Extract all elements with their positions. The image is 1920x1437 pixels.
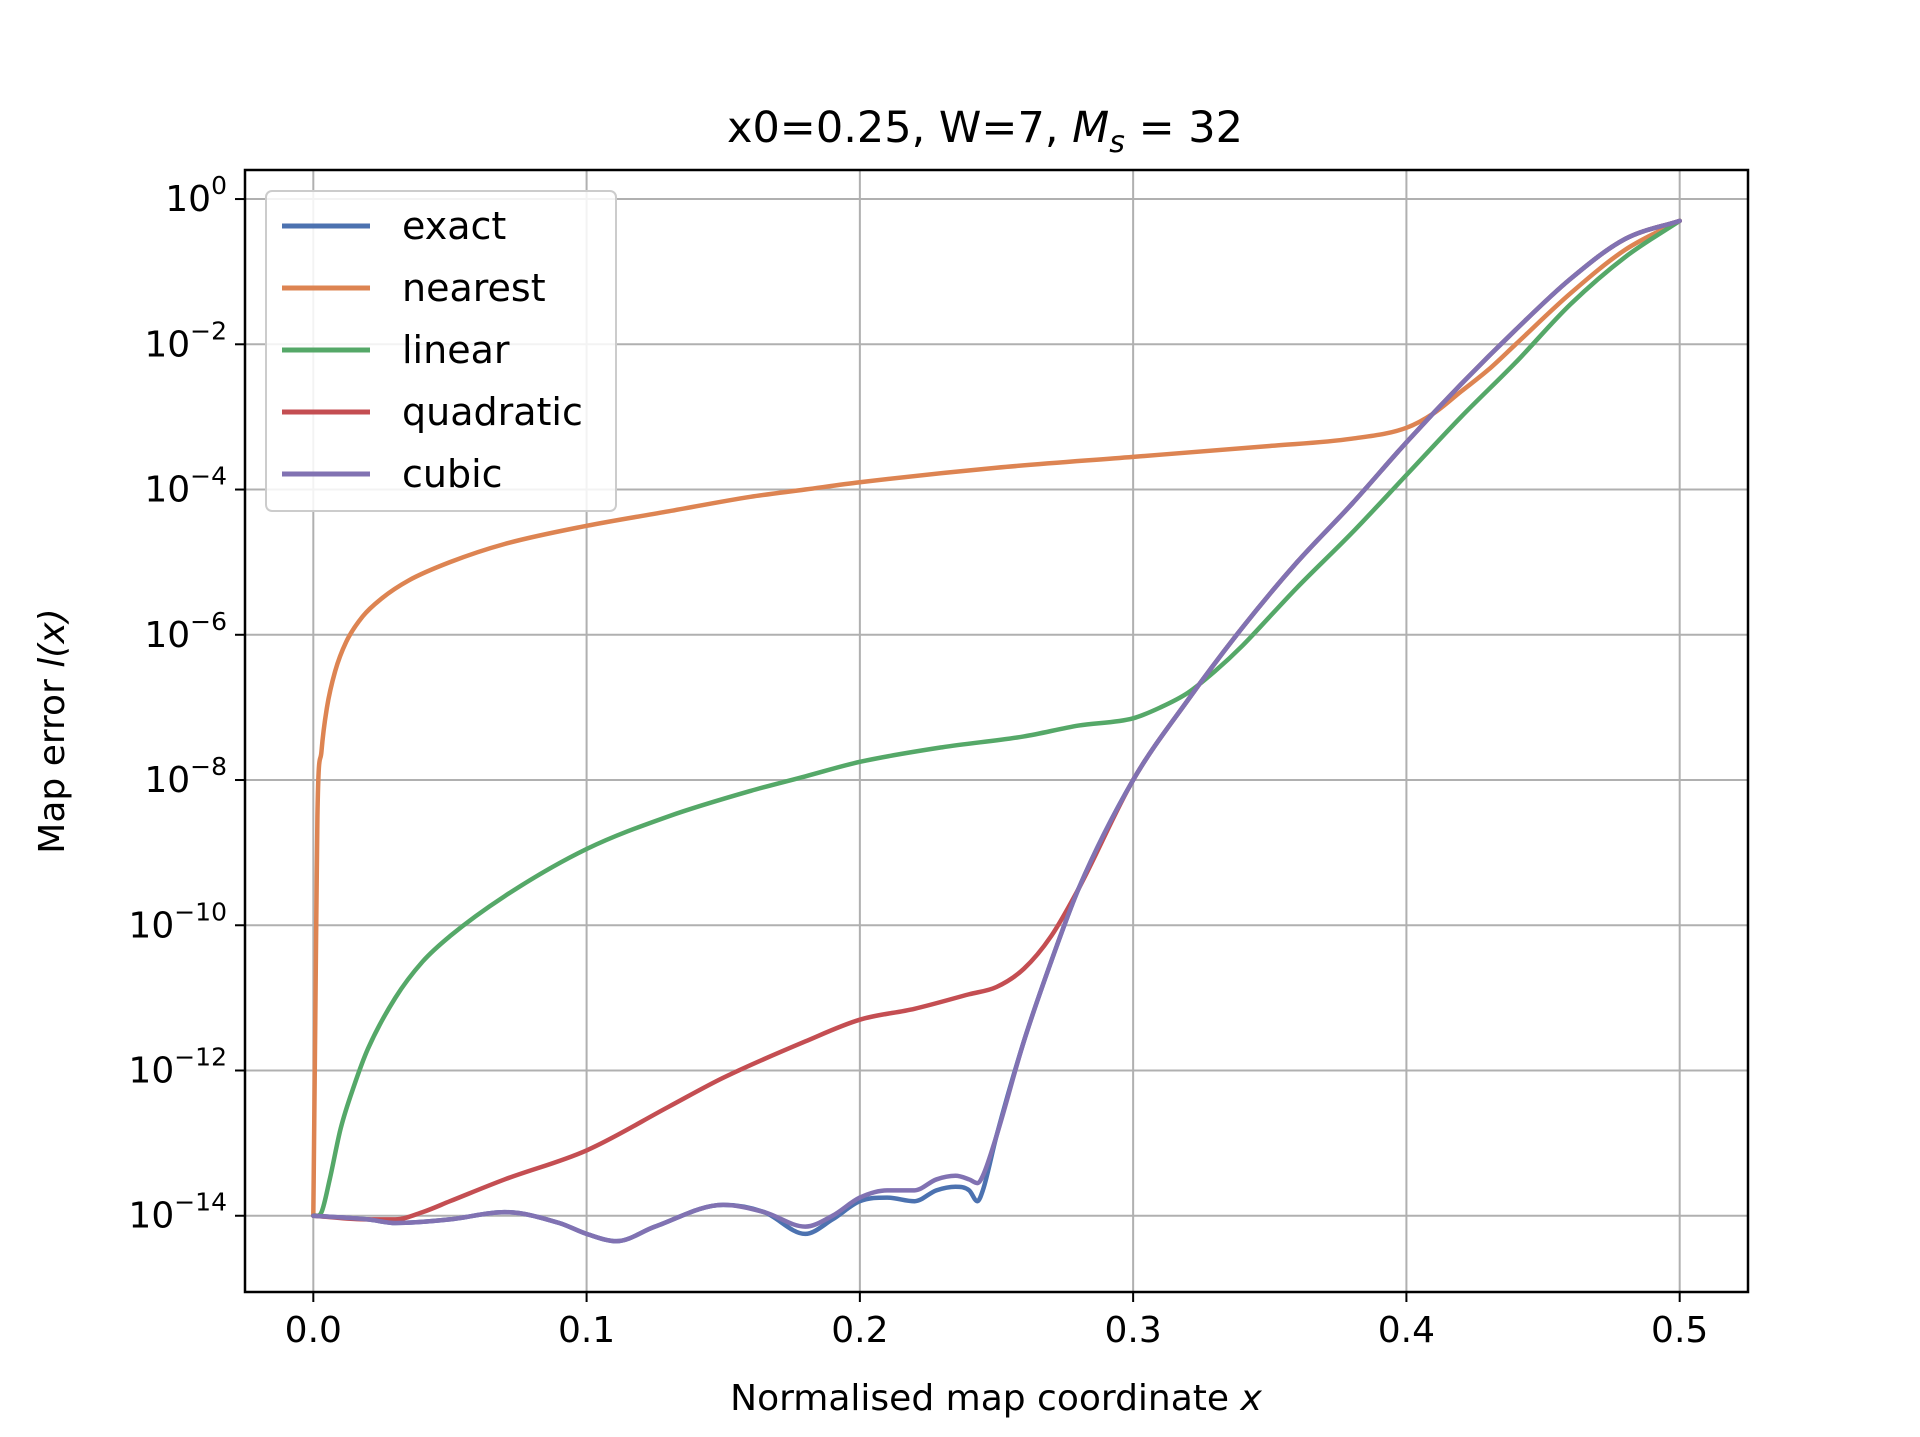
- x-tick-label: 0.3: [1105, 1310, 1162, 1351]
- legend-label-nearest: nearest: [402, 266, 546, 310]
- x-tick-label: 0.5: [1651, 1310, 1708, 1351]
- y-tick-label: 10−6: [144, 607, 227, 656]
- y-tick-label: 10−14: [128, 1188, 227, 1237]
- x-tick-label: 0.2: [831, 1310, 888, 1351]
- y-tick-label: 10−10: [128, 897, 227, 946]
- x-tick-label: 0.0: [285, 1310, 342, 1351]
- y-tick-label: 10−4: [144, 462, 227, 511]
- plot-frame: [243, 168, 1750, 1294]
- legend-label-quadratic: quadratic: [402, 390, 583, 434]
- series-line-nearest: [311, 218, 1682, 1218]
- legend-frame: [265, 190, 617, 512]
- legend: exact nearest linear quadratic cubic: [265, 190, 617, 512]
- x-tick-label: 0.4: [1378, 1310, 1435, 1351]
- chart-title: x0=0.25, W=7, Ms = 32: [727, 103, 1243, 160]
- legend-label-cubic: cubic: [402, 452, 503, 496]
- y-axis-label: Map error l(x): [32, 608, 73, 853]
- x-axis-label: Normalised map coordinate x: [730, 1378, 1262, 1419]
- x-tick-label: 0.1: [558, 1310, 615, 1351]
- legend-label-linear: linear: [402, 328, 510, 372]
- legend-label-exact: exact: [402, 204, 506, 248]
- y-axis-ticks: 100 10−2 10−4 10−6 10−8 10−10 10−12 10−14: [128, 171, 245, 1237]
- series-line-linear: [311, 218, 1682, 1218]
- series-line-cubic: [311, 218, 1682, 1244]
- y-tick-label: 10−8: [144, 752, 227, 801]
- y-tick-label: 10−2: [144, 316, 227, 365]
- y-tick-label: 100: [165, 171, 227, 220]
- y-tick-label: 10−12: [128, 1043, 227, 1092]
- series-lines: [311, 218, 1682, 1244]
- x-axis-ticks: 0.0 0.1 0.2 0.3 0.4 0.5: [285, 1292, 1708, 1351]
